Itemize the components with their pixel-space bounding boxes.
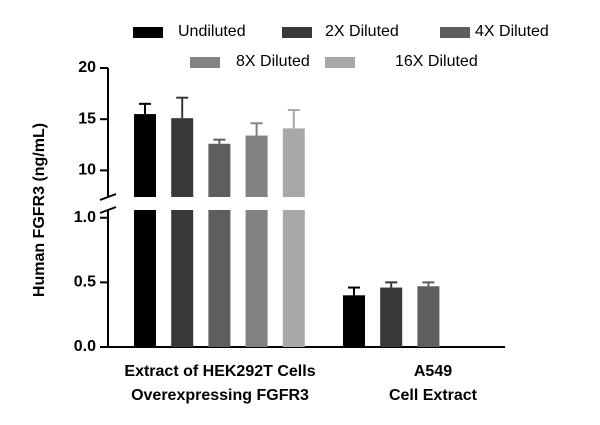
legend-swatch [133, 27, 163, 38]
legend-label: Undiluted [178, 23, 246, 40]
legend-label: 2X Diluted [325, 23, 399, 40]
legend-swatch [190, 57, 220, 68]
bar [282, 210, 305, 347]
y-tick-label: 15 [78, 110, 96, 127]
bar [171, 118, 194, 197]
legend-swatch [325, 57, 355, 68]
bar [282, 128, 305, 197]
x-tick-label: Cell Extract [389, 387, 478, 404]
bar [417, 286, 440, 347]
y-tick-label: 20 [78, 59, 96, 76]
y-tick-label: 10 [78, 162, 96, 179]
y-axis-label: Human FGFR3 (ng/mL) [31, 123, 48, 297]
bar [208, 143, 231, 197]
bar [134, 210, 156, 347]
legend-label: 4X Diluted [475, 23, 549, 40]
legend-label: 8X Diluted [236, 53, 310, 70]
y-tick-label: 1.0 [74, 209, 96, 226]
bar [343, 295, 365, 347]
legend-label: 16X Diluted [395, 53, 478, 70]
x-tick-label: Extract of HEK292T Cells [124, 363, 315, 380]
bar [134, 114, 156, 197]
axis-break [99, 193, 117, 201]
bar [171, 210, 194, 347]
legend-swatch [282, 27, 312, 38]
bar [380, 287, 403, 347]
y-tick-label: 0.0 [74, 338, 96, 355]
x-tick-label: Overexpressing FGFR3 [131, 387, 309, 404]
x-tick-label: A549 [414, 363, 452, 380]
legend-swatch [440, 27, 470, 38]
bar [208, 210, 231, 347]
y-tick-label: 0.5 [74, 274, 96, 291]
bar [245, 135, 268, 197]
axis-break [99, 206, 117, 214]
bar [245, 210, 268, 347]
